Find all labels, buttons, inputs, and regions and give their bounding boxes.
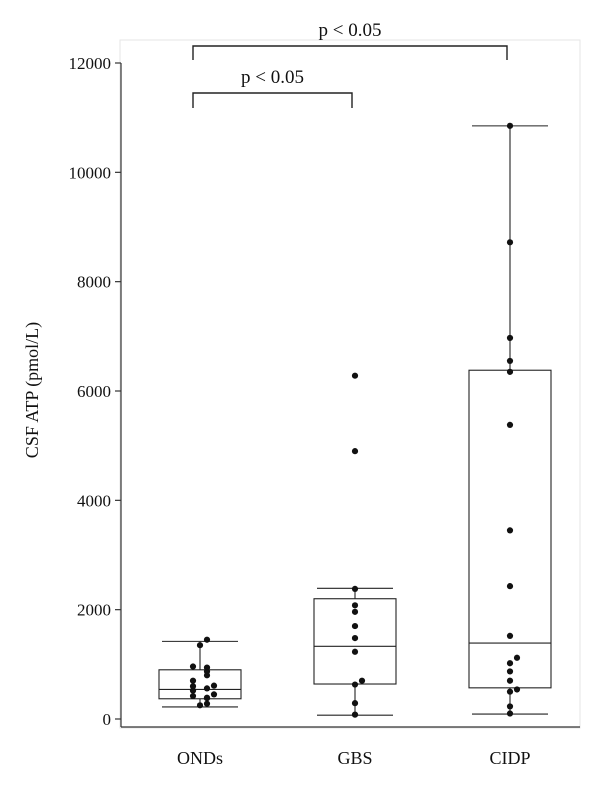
box-group (313, 372, 397, 718)
y-tick-label: 2000 (77, 601, 111, 620)
data-point (351, 622, 359, 630)
x-category-label: GBS (337, 748, 372, 768)
data-point (203, 694, 211, 701)
data-point (189, 687, 197, 694)
y-tick-label: 10000 (69, 163, 112, 182)
data-point (513, 654, 521, 661)
data-point (351, 372, 359, 379)
data-point (351, 711, 359, 718)
y-tick-label: 0 (103, 710, 112, 729)
y-tick-label: 6000 (77, 382, 111, 401)
data-point (210, 691, 218, 698)
data-point (203, 700, 211, 707)
significance-bracket: p < 0.05 (192, 67, 353, 108)
data-point (351, 448, 359, 455)
data-point (210, 682, 218, 689)
data-point (351, 681, 359, 688)
significance-label: p < 0.05 (241, 67, 304, 88)
bracket-line (192, 45, 508, 60)
box-group (158, 636, 242, 709)
data-point (203, 664, 211, 671)
data-point (506, 703, 514, 710)
data-point (351, 648, 359, 655)
significance-bracket: p < 0.05 (192, 20, 508, 60)
data-point (196, 642, 204, 649)
data-point (506, 710, 514, 717)
data-point (506, 527, 514, 534)
data-point (506, 677, 514, 684)
data-point (506, 239, 514, 246)
y-tick-label: 8000 (77, 273, 111, 292)
data-point (506, 357, 514, 365)
data-point (351, 634, 359, 642)
data-point (203, 685, 211, 692)
data-point (351, 700, 359, 707)
x-category-label: ONDs (177, 748, 223, 768)
box-group (468, 122, 552, 717)
y-tick-label: 4000 (77, 491, 111, 510)
y-tick-label: 12000 (69, 54, 112, 73)
data-point (506, 421, 514, 428)
data-point (506, 122, 514, 129)
data-point (513, 686, 521, 693)
data-point (189, 692, 197, 700)
significance-label: p < 0.05 (319, 20, 382, 41)
data-point (351, 585, 359, 592)
data-point (506, 368, 514, 375)
data-point (203, 636, 211, 643)
data-point (506, 660, 514, 667)
data-point (506, 583, 514, 590)
axes: 0 2000 4000 6000 8000 10000 12000 ONDs GBS CIDP (69, 54, 580, 768)
data-point (196, 702, 204, 709)
bracket-line (192, 92, 353, 108)
data-point (189, 683, 197, 690)
data-point (506, 334, 514, 342)
data-point (189, 677, 197, 684)
data-point (189, 663, 197, 670)
data-point (351, 608, 359, 615)
y-axis-label: CSF ATP (pmol/L) (22, 322, 43, 458)
data-point (351, 602, 359, 609)
significance-brackets: p < 0.05 p < 0.05 (192, 20, 508, 108)
iqr-box (158, 669, 242, 700)
data-point (506, 632, 514, 640)
data-point (506, 688, 514, 695)
box-series (158, 122, 552, 718)
x-category-label: CIDP (489, 748, 530, 768)
data-point (358, 677, 366, 684)
data-point (506, 668, 514, 675)
